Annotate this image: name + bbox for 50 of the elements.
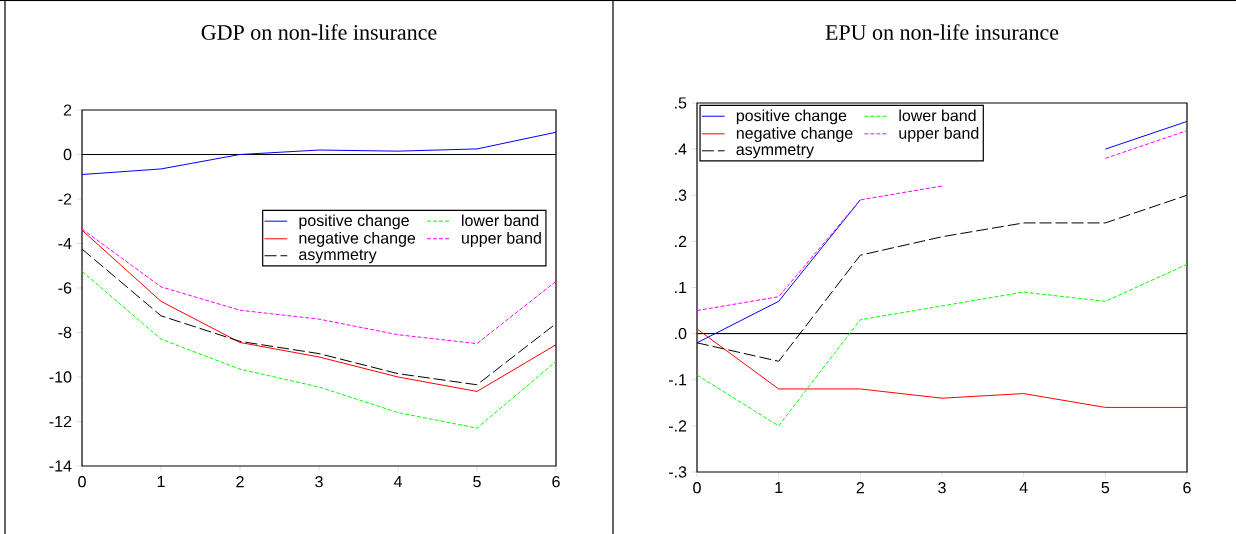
legend-label: negative change [736, 127, 853, 142]
y-tick-label: -.2 [669, 420, 687, 432]
x-tick-label: 2 [856, 482, 864, 494]
line-series [82, 228, 556, 345]
legend-label: asymmetry [299, 249, 377, 264]
line-series [82, 229, 556, 392]
legend-label: negative change [299, 231, 416, 247]
line-series [697, 328, 1187, 408]
x-tick-label: 5 [473, 476, 481, 488]
x-tick-label: 1 [775, 482, 783, 494]
y-tick-label: -.3 [669, 466, 687, 478]
x-tick-label: 5 [1101, 482, 1110, 494]
legend-label: upper band [462, 231, 541, 247]
y-tick-label: -14 [49, 460, 72, 472]
x-tick-label: 4 [393, 476, 402, 488]
chart-title: GDP on non-life insurance [201, 24, 437, 40]
legend-label: positive change [299, 214, 409, 230]
line-series [697, 263, 1187, 427]
chart-title: EPU on non-life insurance [825, 24, 1059, 40]
y-tick-label: -.1 [669, 374, 687, 386]
y-tick-label: 2 [63, 104, 72, 116]
y-tick-label: -8 [58, 326, 72, 339]
y-tick-label: .5 [675, 97, 687, 109]
y-tick-label: .0 [675, 327, 687, 340]
y-tick-label: -12 [49, 415, 72, 428]
legend-label: upper band [899, 127, 979, 142]
legend-label: positive change [736, 109, 847, 125]
y-tick-label: -10 [49, 371, 72, 383]
x-tick-label: 3 [938, 482, 946, 494]
x-tick-label: 2 [236, 476, 244, 488]
legend-label: asymmetry [736, 144, 815, 159]
y-tick-label: -6 [58, 282, 72, 294]
x-tick-label: 4 [1019, 482, 1028, 494]
line-series [82, 270, 556, 429]
y-tick-label: .2 [675, 235, 687, 247]
x-tick-label: 0 [78, 476, 86, 488]
y-tick-label: .1 [675, 281, 687, 293]
y-tick-label: .3 [675, 189, 687, 201]
legend-label: lower band [462, 214, 539, 227]
x-tick-label: 0 [693, 482, 701, 494]
y-tick-label: -2 [58, 193, 72, 205]
y-tick-label: .4 [675, 143, 687, 155]
x-tick-label: 6 [1183, 482, 1191, 494]
y-tick-label: -4 [58, 237, 72, 249]
x-tick-label: 6 [552, 476, 560, 488]
line-series [82, 131, 556, 176]
x-tick-label: 1 [157, 476, 165, 488]
legend-label: lower band [899, 109, 976, 122]
y-tick-label: 0 [63, 148, 72, 161]
x-tick-label: 3 [315, 476, 323, 488]
